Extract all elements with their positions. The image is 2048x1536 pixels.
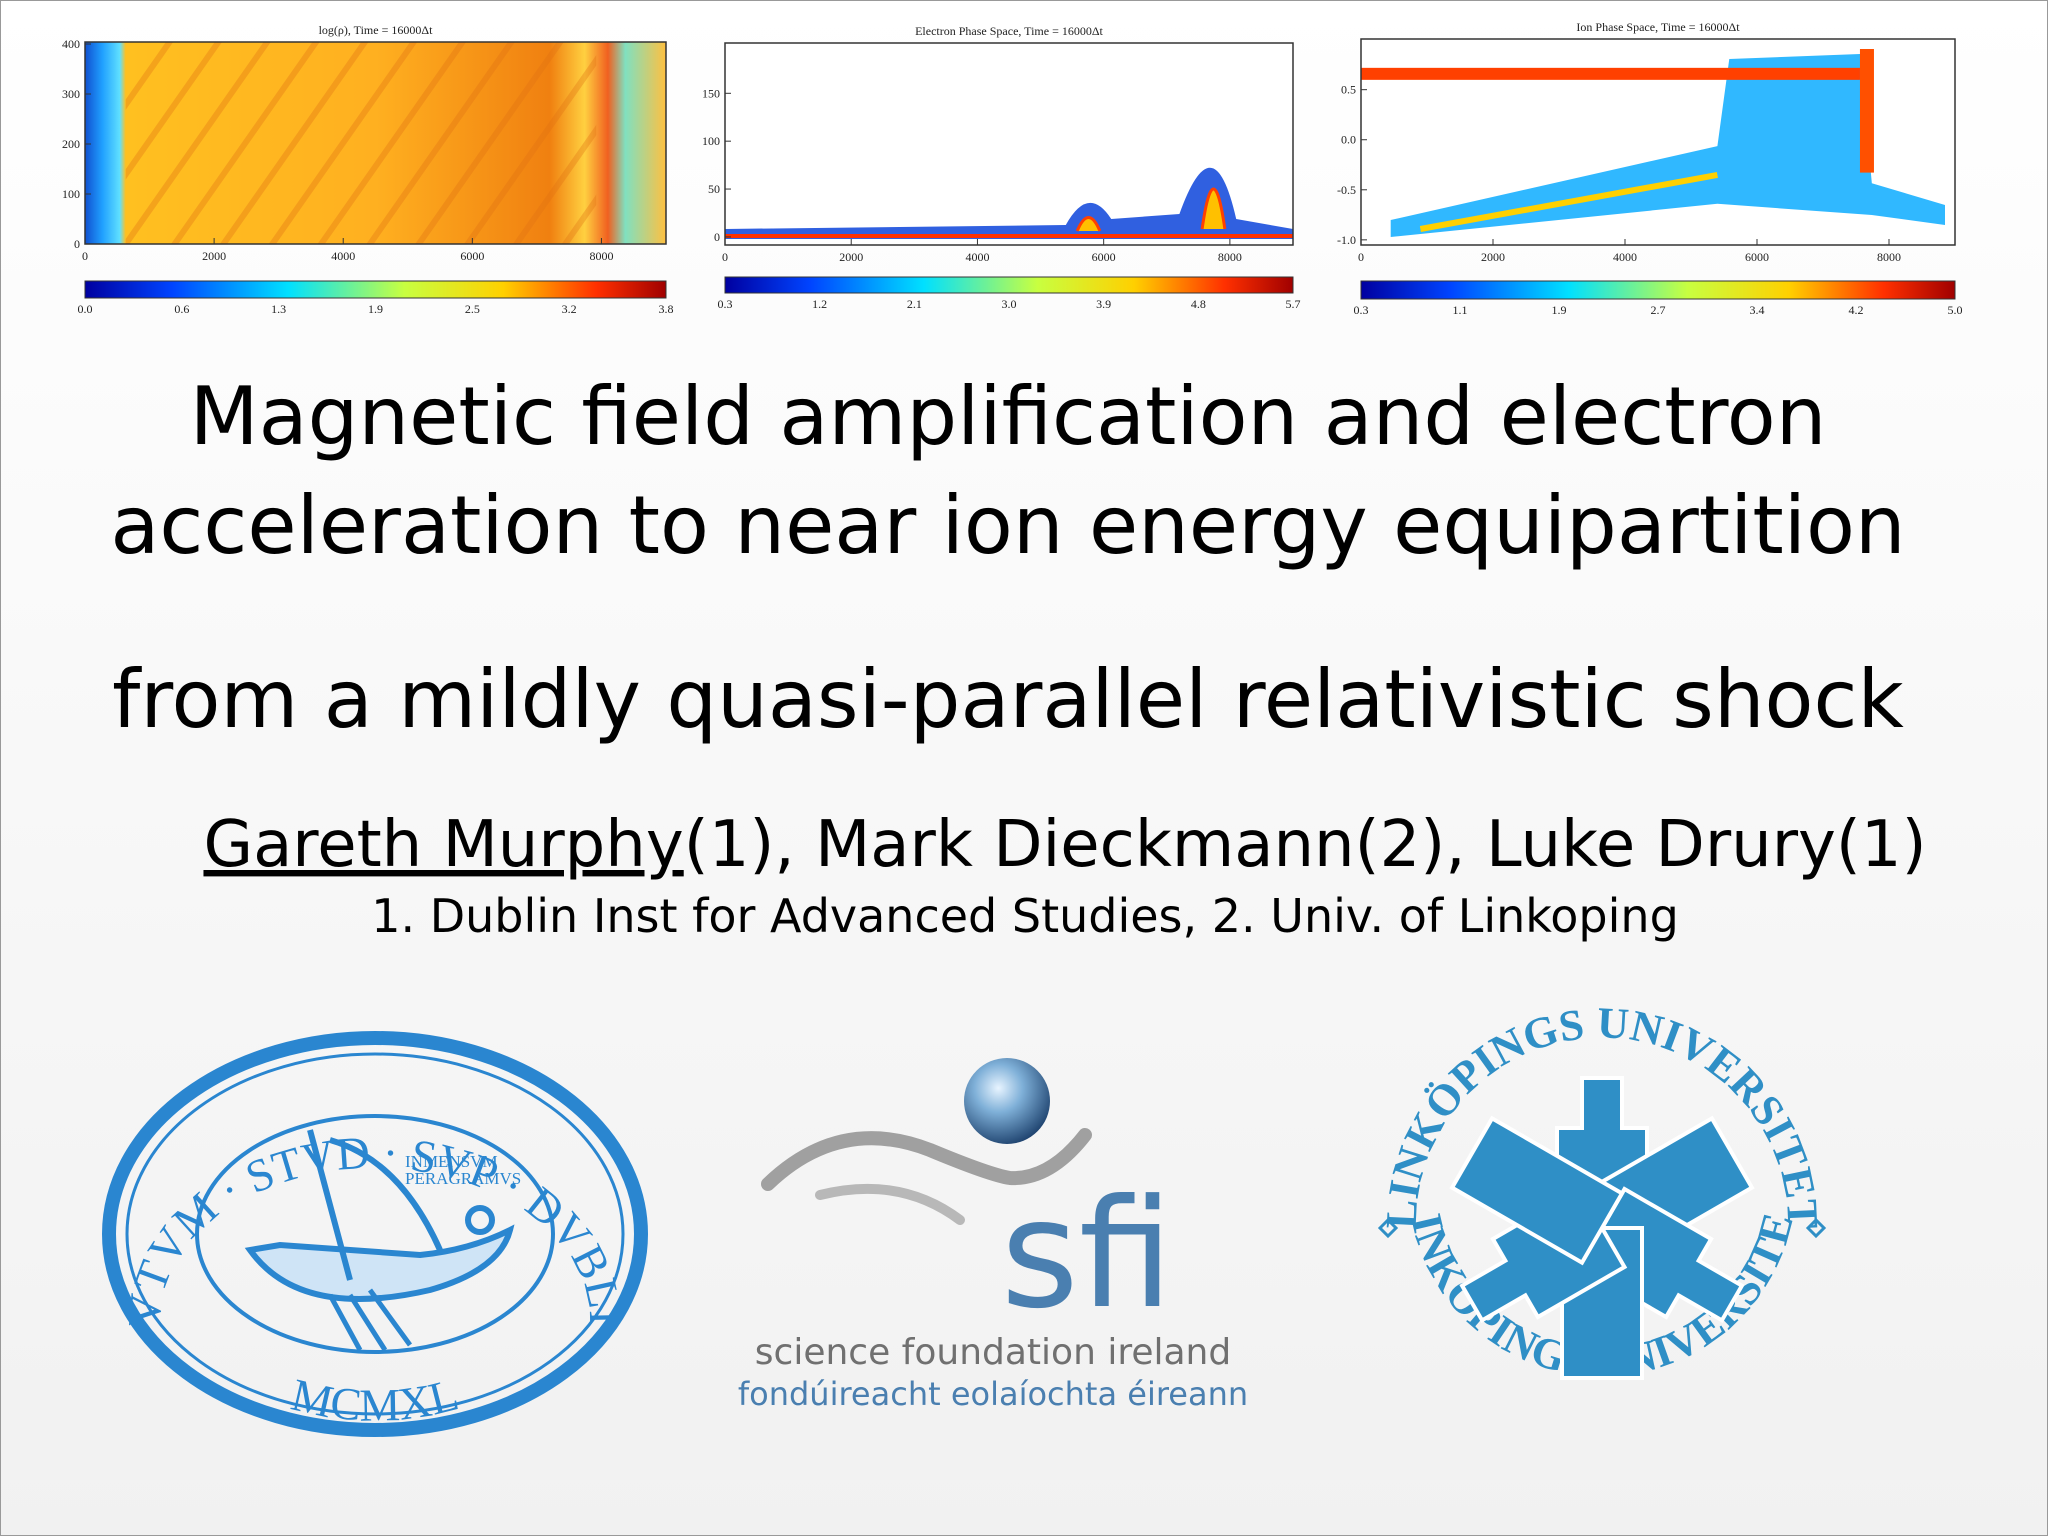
y-tick-label: 400 <box>62 37 80 51</box>
colorbar-tick-label: 5.0 <box>1948 303 1963 317</box>
x-tick-label: 0 <box>1358 250 1364 264</box>
colorbar-tick-label: 3.0 <box>1002 297 1017 311</box>
colorbar-tick-label: 1.3 <box>271 302 286 316</box>
x-tick-label: 4000 <box>965 250 989 264</box>
y-tick-label: 50 <box>708 182 720 196</box>
x-tick-label: 8000 <box>589 249 613 263</box>
x-tick-label: 6000 <box>460 249 484 263</box>
authors: Gareth Murphy(1), Mark Dieckmann(2), Luk… <box>203 808 1926 882</box>
phase-space <box>725 167 1293 239</box>
colorbar-tick-label: 3.2 <box>562 302 577 316</box>
colorbar <box>1360 280 1956 300</box>
x-tick-label: 6000 <box>1092 250 1116 264</box>
colorbar-tick-label: 1.9 <box>368 302 383 316</box>
colorbar <box>84 280 667 299</box>
x-tick-label: 4000 <box>331 249 355 263</box>
colorbar-tick-label: 5.7 <box>1286 297 1301 311</box>
phase-space <box>1390 54 1945 237</box>
title-line: Magnetic field amplification and electro… <box>190 370 1827 463</box>
sfi-mark: sfi <box>1001 1168 1174 1342</box>
colorbar-tick-label: 2.1 <box>907 297 922 311</box>
presenter: Gareth Murphy <box>203 808 683 882</box>
colorbar-tick-label: 0.6 <box>174 302 189 316</box>
plot-frame <box>1360 38 1956 246</box>
colorbar-tick-label: 2.7 <box>1651 303 1666 317</box>
colorbar-tick-label: 0.3 <box>718 297 733 311</box>
colorbar-tick-label: 1.1 <box>1453 303 1468 317</box>
title-line: from a mildly quasi-parallel relativisti… <box>112 653 1904 746</box>
plot-panel: Electron Phase Space, Time = 16000Δt 0 200… <box>702 24 1301 311</box>
colorbar-tick-label: 3.9 <box>1096 297 1111 311</box>
x-tick-label: 2000 <box>1481 250 1505 264</box>
y-tick-label: 0 <box>74 237 80 251</box>
seal-motto: INMENSVM <box>405 1152 498 1171</box>
title: Magnetic field amplification and electro… <box>110 370 1905 746</box>
sfi-logo: sfi science foundation ireland fondúirea… <box>738 1058 1248 1413</box>
sfi-name-ga: fondúireacht eolaíochta éireann <box>738 1375 1248 1413</box>
y-tick-label: 0 <box>714 230 720 244</box>
title-line: acceleration to near ion energy equipart… <box>110 479 1905 572</box>
plot-title: log(ρ), Time = 16000Δt <box>319 23 433 37</box>
x-tick-label: 4000 <box>1613 250 1637 264</box>
y-tick-label: 300 <box>62 87 80 101</box>
x-tick-label: 0 <box>722 250 728 264</box>
affiliations: 1. Dublin Inst for Advanced Studies, 2. … <box>371 889 1679 943</box>
y-tick-label: 100 <box>702 134 720 148</box>
y-tick-label: 0.5 <box>1341 83 1356 97</box>
co-authors: (1), Mark Dieckmann(2), Luke Drury(1) <box>684 808 1927 882</box>
y-tick-label: -0.5 <box>1337 183 1356 197</box>
emblem-arm <box>1449 1115 1625 1266</box>
colorbar-tick-label: 4.2 <box>1849 303 1864 317</box>
x-tick-label: 2000 <box>202 249 226 263</box>
plot-title: Ion Phase Space, Time = 16000Δt <box>1576 20 1740 34</box>
colorbar-tick-label: 1.9 <box>1552 303 1567 317</box>
x-tick-label: 0 <box>82 249 88 263</box>
seal-motto: PERAGRAMVS <box>405 1169 521 1188</box>
x-tick-label: 6000 <box>1745 250 1769 264</box>
y-tick-label: 200 <box>62 137 80 151</box>
colorbar-tick-label: 0.3 <box>1354 303 1369 317</box>
colorbar <box>724 276 1294 294</box>
colorbar-tick-label: 2.5 <box>465 302 480 316</box>
x-tick-label: 2000 <box>839 250 863 264</box>
plot-panel: Ion Phase Space, Time = 16000Δt 0 2000 4000… <box>1337 20 1963 317</box>
y-tick-label: 150 <box>702 86 720 100</box>
sfi-name-en: science foundation ireland <box>755 1332 1231 1373</box>
colorbar-tick-label: 1.2 <box>812 297 827 311</box>
plot-frame <box>724 42 1294 246</box>
y-tick-label: 0.0 <box>1341 133 1356 147</box>
x-tick-label: 8000 <box>1877 250 1901 264</box>
colorbar-tick-label: 3.8 <box>659 302 674 316</box>
plot-title: Electron Phase Space, Time = 16000Δt <box>915 24 1103 38</box>
plot-frame <box>84 41 667 245</box>
x-tick-label: 8000 <box>1218 250 1242 264</box>
colorbar-tick-label: 3.4 <box>1750 303 1765 317</box>
y-tick-label: -1.0 <box>1337 233 1356 247</box>
colorbar-tick-label: 0.0 <box>78 302 93 316</box>
y-tick-label: 100 <box>62 187 80 201</box>
colorbar-tick-label: 4.8 <box>1191 297 1206 311</box>
